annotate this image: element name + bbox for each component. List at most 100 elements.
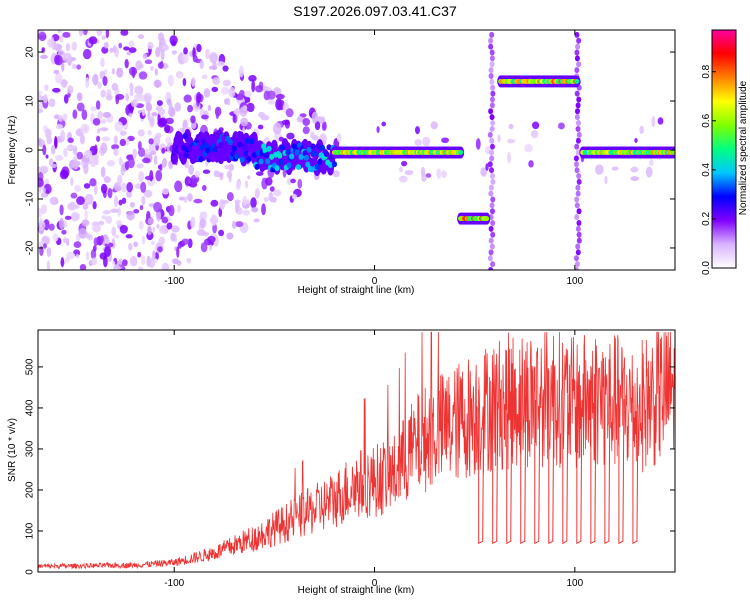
noise-blob <box>62 237 68 244</box>
noise-blob <box>159 225 167 235</box>
snr-dropout <box>604 376 611 545</box>
noise-blob <box>190 76 196 87</box>
noise-blob <box>107 188 113 199</box>
noise-blob <box>38 31 47 42</box>
snr-xtick-label: 100 <box>566 578 583 589</box>
spike-blob <box>489 202 495 209</box>
noise-blob <box>83 162 89 175</box>
noise-blob <box>65 257 70 263</box>
ridge-core <box>242 144 248 151</box>
noise-blob <box>40 165 49 174</box>
noise-blob <box>40 204 47 215</box>
noise-blob <box>52 87 61 93</box>
noise-blob <box>137 129 145 137</box>
noise-blob <box>441 170 447 179</box>
noise-blob <box>376 126 380 134</box>
noise-blob <box>508 123 514 130</box>
noise-blob <box>78 227 87 239</box>
noise-blob <box>157 61 164 69</box>
noise-blob <box>147 217 154 225</box>
noise-blob <box>115 220 122 226</box>
spike-blob <box>489 31 495 38</box>
noise-blob <box>137 34 145 39</box>
snr-dropout <box>590 375 597 545</box>
noise-blob <box>128 40 135 48</box>
noise-blob <box>651 116 656 128</box>
noise-blob <box>235 179 241 191</box>
noise-blob <box>257 124 264 130</box>
spike-blob <box>490 178 496 185</box>
noise-blob <box>139 205 144 211</box>
spike-blob <box>489 155 495 162</box>
snr-ytick-label: 300 <box>25 440 36 457</box>
spike-blob <box>487 131 493 138</box>
spike-blob <box>574 196 580 203</box>
spike-blob <box>574 108 580 115</box>
noise-blob <box>639 125 644 135</box>
noise-blob <box>102 210 111 215</box>
noise-blob <box>71 63 77 70</box>
spike-blob <box>574 49 580 56</box>
noise-blob <box>113 265 117 270</box>
noise-blob <box>414 126 420 135</box>
noise-blob <box>332 170 340 178</box>
spike-blob <box>488 43 494 50</box>
noise-blob <box>70 177 74 186</box>
spike-blob <box>573 155 579 162</box>
noise-blob <box>48 223 55 231</box>
noise-blob <box>46 247 52 257</box>
noise-blob <box>321 122 327 131</box>
noise-blob <box>147 41 154 50</box>
snr-ytick-label: 400 <box>25 399 36 416</box>
spike-blob <box>489 167 495 174</box>
noise-blob <box>235 221 244 228</box>
noise-blob <box>126 210 135 221</box>
snr-dropout <box>506 378 513 545</box>
noise-blob <box>137 266 144 270</box>
ridge-core <box>672 150 675 155</box>
ridge-core <box>306 146 312 153</box>
noise-blob <box>92 201 97 210</box>
spike-blob <box>575 149 581 156</box>
noise-blob <box>630 176 640 182</box>
noise-blob <box>158 236 166 245</box>
snr-dropout <box>618 379 625 545</box>
spike-blob <box>488 190 494 197</box>
spike-blob <box>575 137 581 144</box>
noise-blob <box>38 177 44 188</box>
noise-blob <box>89 155 97 168</box>
noise-blob <box>118 199 123 206</box>
noise-blob <box>634 137 638 143</box>
noise-blob <box>657 117 664 125</box>
snr-dropout <box>632 385 639 545</box>
noise-blob <box>275 93 285 100</box>
noise-blob <box>218 199 225 210</box>
noise-blob <box>155 169 163 182</box>
noise-blob <box>425 173 432 178</box>
spike-blob <box>488 73 494 80</box>
noise-blob <box>67 137 74 144</box>
ridge-core <box>278 159 284 166</box>
spike-blob <box>576 96 582 103</box>
ridge-core <box>246 156 252 163</box>
noise-blob <box>290 178 296 184</box>
noise-blob <box>228 86 236 98</box>
noise-blob <box>165 117 174 125</box>
spike-blob <box>575 243 581 250</box>
noise-blob <box>238 65 244 78</box>
noise-blob <box>96 30 103 37</box>
snr-dropout <box>548 370 555 545</box>
noise-blob <box>45 128 52 139</box>
noise-blob <box>157 108 166 116</box>
spectrogram-ytick-label: 0 <box>25 147 36 153</box>
noise-blob <box>251 206 259 213</box>
noise-blob <box>171 50 178 55</box>
noise-blob <box>436 168 442 179</box>
spike-blob <box>488 184 494 191</box>
spike-blob <box>576 61 582 68</box>
noise-blob <box>89 178 97 187</box>
noise-blob <box>142 157 151 164</box>
noise-blob <box>213 170 220 177</box>
noise-blob <box>143 189 153 198</box>
noise-blob <box>255 171 264 176</box>
